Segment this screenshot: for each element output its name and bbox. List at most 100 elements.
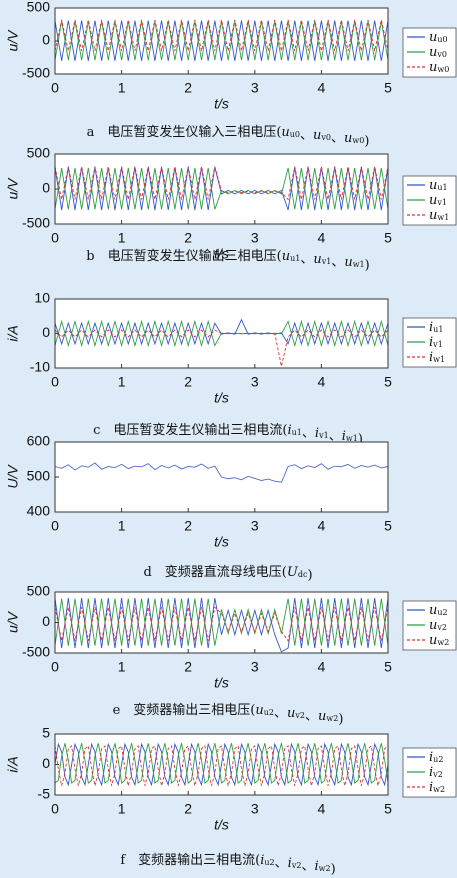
legend-label: uu1 [429,178,448,193]
y-tick-label: 10 [34,290,50,306]
y-tick-label: 0 [42,324,50,340]
caption-text: ) [331,862,336,877]
caption: e 变频器输出三相电压(uu2、uv2、uw2) [113,702,344,727]
y-axis-label: U/V [5,464,21,489]
x-axis-label: t/s [214,534,229,550]
x-tick-label: 5 [384,659,392,675]
caption-text: ) [307,568,312,583]
caption-sub: u1 [292,428,302,437]
x-tick-label: 1 [118,518,126,534]
legend-sub: w2 [437,638,449,647]
x-tick-label: 5 [384,801,392,817]
caption-sub: w1 [346,434,358,443]
x-tick-label: 0 [51,80,59,96]
caption-sub: v1 [321,257,332,266]
caption-sub: u2 [264,858,274,867]
legend-label: iw2 [429,780,445,795]
series-line [54,19,389,51]
series-line [54,598,389,653]
y-tick-label: 0 [42,180,50,196]
caption-var: u [344,131,352,146]
caption-sub: w0 [352,136,364,145]
caption-sub: w1 [353,260,365,269]
series-line [54,742,389,787]
caption-text: a 电压暂变发生仪输入三相电压( [87,124,282,140]
x-tick-label: 1 [118,230,126,246]
caption-var: i [315,426,319,441]
y-tick-label: -10 [30,359,50,375]
caption: d 变频器直流母线电压(Udc) [143,564,312,583]
caption-var: u [313,252,321,267]
caption: a 电压暂变发生仪输入三相电压(uu0、uv0、uw0) [87,124,370,149]
legend-name: u [429,603,437,618]
y-tick-label: 400 [27,503,51,519]
y-tick-label: 0 [42,32,50,48]
y-tick-label: 500 [27,145,51,161]
caption-var: i [260,853,264,868]
y-axis-label: u/V [5,29,21,52]
x-tick-label: 5 [384,230,392,246]
legend-sub: w0 [437,65,449,74]
legend-label: iv2 [429,765,443,780]
x-tick-label: 4 [318,659,326,675]
legend-name: i [429,780,433,795]
y-tick-label: -5 [38,786,51,802]
x-tick-label: 2 [184,374,192,390]
x-tick-label: 2 [184,230,192,246]
y-tick-label: 0 [42,613,50,629]
series-line [54,166,389,201]
legend-name: u [429,208,437,223]
legend-label: uv0 [429,45,447,60]
x-tick-label: 3 [251,374,259,390]
legend-label: uv2 [429,618,447,633]
x-tick-label: 4 [318,801,326,817]
caption-var: u [287,706,295,721]
legend-name: u [429,178,437,193]
legend-label: uu2 [429,603,448,618]
caption-var: u [281,125,289,140]
y-tick-label: 500 [27,468,51,484]
caption-sub: w2 [326,714,338,723]
x-tick-label: 4 [318,374,326,390]
y-tick-label: 500 [27,0,51,15]
legend-name: u [429,193,437,208]
caption-sub: v0 [320,133,331,142]
x-tick-label: 0 [51,374,59,390]
x-tick-label: 3 [251,518,259,534]
x-tick-label: 3 [251,80,259,96]
series-line [54,167,389,211]
caption-sub: w2 [319,864,331,873]
caption-var: U [287,565,299,580]
legend-name: u [429,45,437,60]
caption-text: 、 [305,709,318,724]
x-tick-label: 0 [51,518,59,534]
caption-var: u [318,709,326,724]
series-line [54,318,389,346]
x-tick-label: 1 [118,801,126,817]
x-tick-label: 5 [384,80,392,96]
legend-label: iu1 [429,320,443,335]
legend-name: u [429,30,437,45]
caption-text: 、 [302,426,315,441]
caption-text: ) [358,432,363,447]
caption-sub: u2 [264,708,274,717]
plot-area [55,154,388,224]
x-axis-label: t/s [214,817,229,833]
legend-label: uw0 [429,60,449,75]
legend-sub: u2 [433,755,443,764]
x-tick-label: 3 [251,230,259,246]
y-tick-label: 5 [42,725,50,741]
caption-var: u [282,249,290,264]
caption-text: 、 [301,859,314,874]
legend-sub: v1 [436,198,447,207]
x-tick-label: 0 [51,659,59,675]
caption: b 电压暂变发生仪输出三相电压(uu1、uv1、uw1) [86,248,369,273]
caption-var: u [313,128,321,143]
legend-name: i [429,335,433,350]
caption: c 电压暂变发生仪输出三相电流(iu1、iv1、iw1) [93,422,363,447]
caption-var: u [344,255,352,270]
x-tick-label: 5 [384,518,392,534]
plot-area [55,592,388,653]
x-axis-label: t/s [214,390,229,406]
